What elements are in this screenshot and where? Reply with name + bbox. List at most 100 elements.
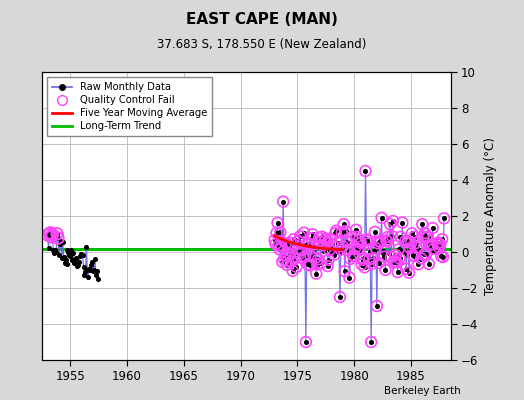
Point (363, 237, 372, 244)
Point (342, 239, 351, 245)
Point (434, 240, 443, 246)
Point (356, 246, 364, 253)
Point (348, 234, 356, 240)
Point (437, 253, 445, 259)
Point (276, 229, 285, 236)
Point (53, 230, 61, 237)
Point (349, 253, 357, 260)
Point (65, 252, 73, 258)
Point (377, 214, 386, 221)
Point (440, 215, 448, 222)
Point (297, 247, 305, 253)
Point (56, 241, 64, 248)
Point (91, 256, 99, 262)
Point (318, 234, 326, 240)
Point (324, 256, 333, 263)
Point (53, 230, 61, 237)
Point (337, 229, 346, 236)
Point (345, 274, 354, 281)
Point (347, 249, 355, 255)
Point (68, 256, 77, 263)
Point (419, 234, 428, 240)
Point (401, 238, 409, 244)
Point (390, 258, 399, 264)
Point (388, 233, 396, 239)
Point (308, 231, 316, 238)
Text: Berkeley Earth: Berkeley Earth (385, 386, 461, 396)
Point (339, 243, 347, 250)
Point (422, 251, 430, 258)
Point (320, 248, 328, 254)
Point (303, 241, 311, 248)
Point (367, 339, 375, 345)
Point (329, 250, 337, 257)
Point (287, 240, 295, 246)
Point (432, 247, 441, 254)
Point (354, 246, 362, 252)
Point (421, 230, 429, 236)
Point (319, 242, 327, 248)
Point (304, 240, 313, 247)
Point (54, 235, 62, 241)
Point (288, 268, 297, 274)
Point (305, 262, 314, 268)
Point (362, 236, 370, 243)
Point (274, 242, 282, 249)
Point (315, 235, 323, 241)
Point (361, 168, 369, 174)
Point (315, 235, 323, 241)
Point (371, 229, 379, 235)
Point (79, 263, 88, 270)
Point (390, 259, 398, 266)
Point (382, 237, 390, 244)
Point (280, 256, 288, 262)
Point (407, 240, 415, 246)
Point (407, 240, 415, 246)
Point (394, 269, 402, 275)
Point (86, 267, 94, 274)
Point (370, 248, 378, 255)
Point (358, 257, 367, 263)
Point (389, 218, 397, 224)
Point (378, 250, 387, 256)
Point (289, 236, 298, 242)
Point (89, 268, 97, 274)
Point (427, 248, 435, 254)
Point (398, 219, 407, 226)
Point (271, 241, 280, 247)
Point (433, 240, 442, 247)
Point (410, 253, 418, 259)
Point (361, 264, 369, 270)
Point (278, 258, 287, 265)
Point (313, 261, 321, 268)
Point (321, 236, 329, 243)
Point (405, 270, 413, 276)
Point (348, 234, 356, 240)
Point (321, 236, 329, 243)
Point (405, 270, 413, 276)
Point (391, 252, 400, 258)
Point (303, 261, 312, 268)
Point (328, 242, 336, 248)
Point (412, 245, 421, 251)
Point (67, 247, 75, 253)
Point (350, 252, 358, 259)
Point (45, 230, 53, 237)
Legend: Raw Monthly Data, Quality Control Fail, Five Year Moving Average, Long-Term Tren: Raw Monthly Data, Quality Control Fail, … (47, 77, 212, 136)
Point (77, 251, 85, 258)
Point (384, 234, 392, 240)
Point (374, 240, 382, 246)
Point (375, 260, 383, 266)
Point (323, 263, 332, 269)
Point (389, 218, 397, 224)
Point (66, 253, 74, 259)
Point (288, 258, 296, 265)
Point (414, 261, 423, 268)
Point (313, 261, 321, 268)
Point (429, 225, 437, 231)
Y-axis label: Temperature Anomaly (°C): Temperature Anomaly (°C) (484, 137, 497, 295)
Point (439, 254, 447, 260)
Point (290, 256, 299, 262)
Point (428, 241, 436, 248)
Point (424, 261, 433, 267)
